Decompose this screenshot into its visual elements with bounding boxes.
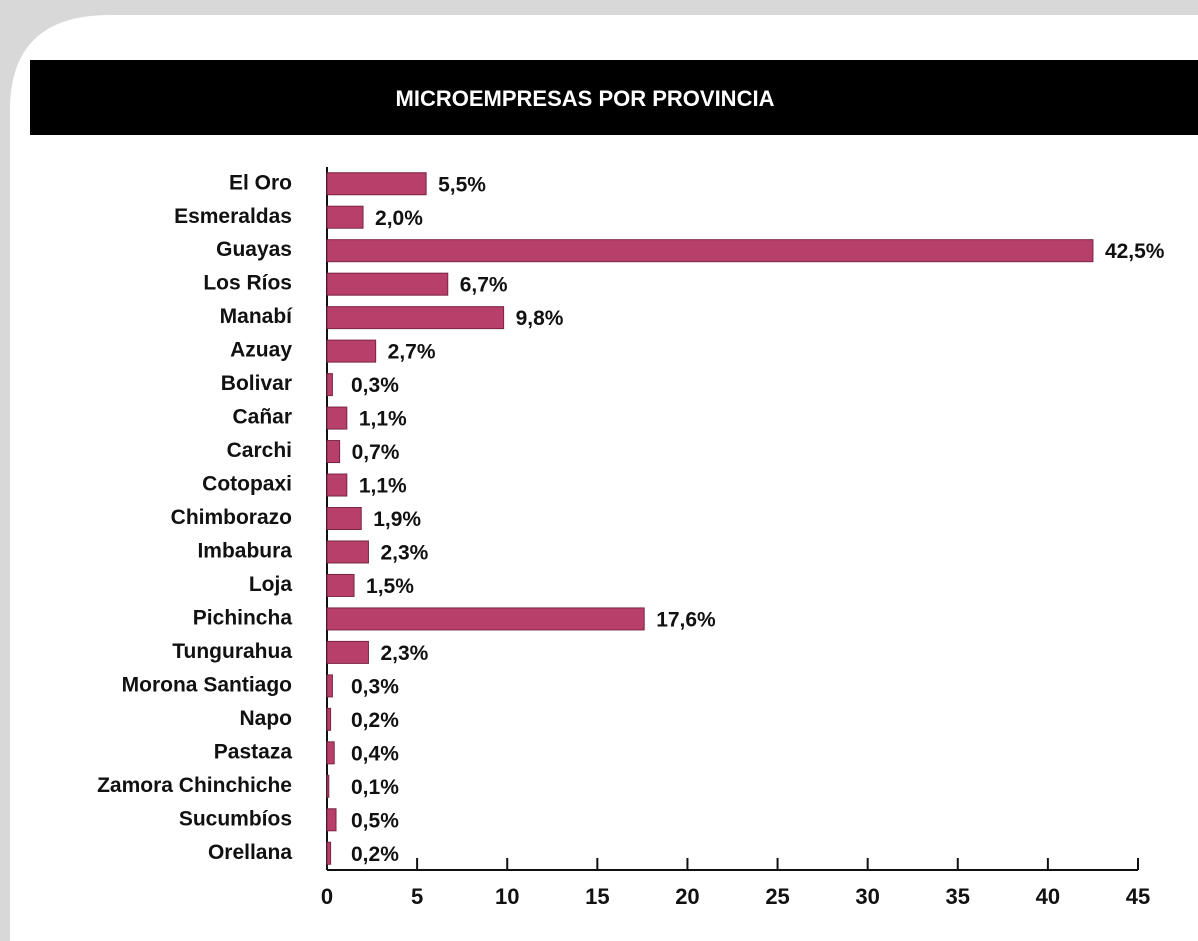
x-tick-label: 20: [675, 884, 699, 909]
y-tick-label: Chimborazo: [171, 506, 292, 529]
value-label: 2,3%: [380, 542, 428, 565]
bar: [326, 205, 364, 229]
y-tick-label: Sucumbíos: [179, 807, 292, 830]
x-tick-label: 35: [946, 884, 970, 909]
x-tick-label: 45: [1126, 884, 1150, 909]
bar: [326, 239, 1094, 263]
bar: [326, 808, 337, 832]
chart-title: MICROEMPRESAS POR PROVINCIA: [396, 86, 775, 111]
x-tick-label: 15: [585, 884, 609, 909]
y-tick-label: Azuay: [230, 339, 292, 362]
x-tick-label: 40: [1036, 884, 1060, 909]
value-label: 2,7%: [388, 341, 436, 364]
y-tick-label: Pichincha: [193, 606, 293, 629]
value-label: 0,3%: [351, 675, 399, 698]
bar: [326, 540, 369, 564]
bar: [326, 741, 335, 765]
x-tick-label: 0: [321, 884, 333, 909]
value-label: 2,3%: [380, 642, 428, 665]
bar: [326, 507, 362, 530]
y-tick-label: Pastaza: [214, 740, 293, 763]
bar: [326, 573, 355, 597]
y-tick-label: Carchi: [227, 439, 292, 462]
x-tick-label: 30: [855, 884, 879, 909]
bar: [326, 373, 333, 397]
value-label: 0,1%: [351, 776, 399, 799]
value-label: 0,7%: [352, 441, 400, 464]
y-tick-label: Morona Santiago: [122, 673, 292, 696]
y-tick-label: Zamora Chinchiche: [97, 774, 292, 797]
bar: [326, 841, 332, 865]
bar: [326, 473, 348, 497]
value-label: 0,2%: [351, 709, 399, 732]
x-tick-label: 25: [765, 884, 789, 909]
value-label: 1,1%: [359, 408, 407, 431]
title-band: [30, 60, 1198, 135]
bar: [326, 640, 369, 664]
y-tick-label: Orellana: [208, 841, 292, 864]
bar: [326, 440, 341, 464]
bar: [326, 339, 377, 363]
bar: [326, 272, 449, 296]
value-label: 1,9%: [373, 508, 421, 531]
bar: [326, 774, 330, 798]
value-label: 6,7%: [460, 274, 508, 297]
value-label: 1,5%: [366, 575, 414, 598]
y-tick-label: Manabí: [220, 305, 294, 328]
x-tick-label: 5: [411, 884, 423, 909]
y-tick-label: Imbabura: [197, 540, 292, 563]
bar: [326, 306, 505, 330]
y-tick-label: Guayas: [216, 238, 292, 261]
value-label: 42,5%: [1105, 240, 1165, 263]
value-label: 1,1%: [359, 475, 407, 498]
y-tick-label: Bolivar: [221, 372, 292, 395]
value-label: 0,2%: [351, 843, 399, 866]
value-label: 2,0%: [375, 207, 423, 230]
value-label: 17,6%: [656, 608, 716, 631]
value-label: 0,4%: [351, 742, 399, 765]
y-tick-label: Cañar: [232, 406, 292, 429]
bar: [326, 607, 645, 631]
value-label: 0,5%: [351, 809, 399, 832]
y-tick-label: Esmeraldas: [174, 205, 292, 228]
y-tick-label: Cotopaxi: [202, 473, 292, 496]
bar: [326, 674, 333, 698]
bar: [326, 172, 427, 196]
y-tick-label: Los Ríos: [203, 272, 292, 295]
bar: [326, 707, 332, 731]
value-label: 9,8%: [516, 307, 564, 330]
value-label: 0,3%: [351, 374, 399, 397]
y-tick-label: Tungurahua: [172, 640, 292, 663]
x-tick-label: 10: [495, 884, 519, 909]
bar: [326, 406, 348, 430]
y-tick-label: Napo: [240, 707, 293, 730]
y-tick-label: Loja: [249, 573, 292, 596]
value-label: 5,5%: [438, 173, 486, 196]
y-tick-label: El Oro: [229, 171, 292, 194]
